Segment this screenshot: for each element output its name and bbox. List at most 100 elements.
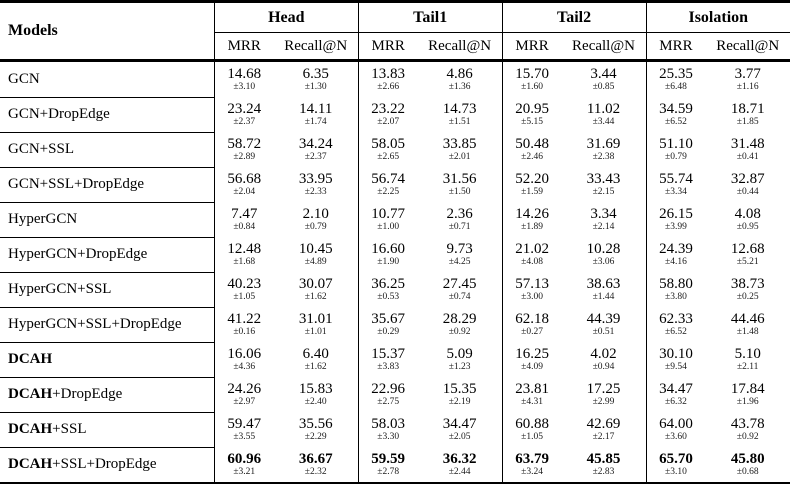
metric-cell: 16.60 ±1.90: [357, 237, 418, 272]
metric-cell: 23.22 ±2.07: [357, 97, 418, 132]
metric-cell: 14.11 ±1.74: [274, 97, 359, 132]
group-header-isolation: Isolation: [645, 1, 790, 33]
table-row: DCAH 16.06 ±4.36 6.40 ±1.62 15.37 ±3.83 5.09 ±1.…: [0, 342, 790, 378]
metric-value: 3.44: [590, 66, 617, 82]
metric-cell: 45.80 ±0.68: [705, 447, 790, 484]
metric-std: ±2.14: [592, 222, 615, 232]
metric-cell: 31.48 ±0.41: [705, 132, 790, 167]
metric-std: ±2.01: [448, 152, 471, 162]
metric-cell: 11.02 ±3.44: [562, 97, 647, 132]
model-name-rest-part: HyperGCN: [8, 211, 78, 227]
metric-value: 3.34: [590, 206, 617, 222]
metric-cell: 12.68 ±5.21: [705, 237, 790, 272]
metric-value: 34.59: [659, 101, 693, 117]
metric-cell: 41.22 ±0.16: [213, 307, 274, 342]
metric-value: 31.48: [730, 136, 765, 152]
metric-cell: 4.08 ±0.95: [705, 202, 790, 237]
metric-std: ±3.10: [233, 82, 256, 92]
metric-std: ±3.24: [521, 467, 543, 477]
metric-cell: 44.39 ±0.51: [562, 307, 647, 342]
metric-cell: 24.39 ±4.16: [645, 237, 706, 272]
metric-cell: 9.73 ±4.25: [418, 237, 503, 272]
metric-value: 5.09: [446, 346, 473, 362]
metric-cell: 4.86 ±1.36: [418, 61, 503, 98]
metric-value: 43.78: [730, 416, 765, 432]
metric-cell: 15.83 ±2.40: [274, 377, 359, 412]
metric-std: ±3.83: [377, 362, 400, 372]
metric-value: 14.11: [299, 101, 333, 117]
metric-cell: 28.29 ±0.92: [418, 307, 503, 342]
model-name-bold-part: DCAH: [8, 421, 53, 437]
subheader-tail2-mrr: MRR: [501, 32, 562, 62]
metric-value: 25.35: [659, 66, 693, 82]
metric-cell: 15.37 ±3.83: [357, 342, 418, 377]
metric-cell: 6.35 ±1.30: [274, 61, 359, 98]
metric-cell: 33.85 ±2.01: [418, 132, 503, 167]
metric-cell: 17.25 ±2.99: [562, 377, 647, 412]
metric-cell: 60.88 ±1.05: [501, 412, 562, 447]
metric-cell: 30.10 ±9.54: [645, 342, 706, 377]
metric-value: 56.74: [371, 171, 406, 187]
metric-value: 17.25: [586, 381, 621, 397]
metric-std: ±2.37: [233, 117, 256, 127]
metric-std: ±1.85: [736, 117, 759, 127]
metric-std: ±0.25: [736, 292, 759, 302]
metric-cell: 14.73 ±1.51: [418, 97, 503, 132]
metric-cell: 36.67 ±2.32: [274, 447, 359, 484]
metric-cell: 42.69 ±2.17: [562, 412, 647, 447]
model-name-rest-part: HyperGCN+SSL: [8, 281, 112, 297]
metric-cell: 64.00 ±3.60: [645, 412, 706, 447]
metric-cell: 15.35 ±2.19: [418, 377, 503, 412]
metric-cell: 2.36 ±0.71: [418, 202, 503, 237]
metric-std: ±4.31: [521, 397, 543, 407]
metric-cell: 52.20 ±1.59: [501, 167, 562, 202]
metric-std: ±1.62: [304, 362, 327, 372]
metric-cell: 58.80 ±3.80: [645, 272, 706, 307]
metric-std: ±1.51: [448, 117, 471, 127]
metric-value: 36.32: [442, 451, 477, 467]
metric-value: 21.02: [515, 241, 549, 257]
metric-cell: 22.96 ±2.75: [357, 377, 418, 412]
metric-value: 58.03: [371, 416, 406, 432]
metric-value: 60.96: [227, 451, 262, 467]
metric-std: ±2.65: [377, 152, 400, 162]
metric-cell: 55.74 ±3.34: [645, 167, 706, 202]
metric-std: ±1.74: [304, 117, 327, 127]
metric-value: 11.02: [586, 101, 621, 117]
metric-cell: 4.02 ±0.94: [562, 342, 647, 377]
metric-value: 45.85: [586, 451, 621, 467]
metric-value: 38.73: [730, 276, 765, 292]
metric-cell: 51.10 ±0.79: [645, 132, 706, 167]
metric-std: ±1.90: [377, 257, 400, 267]
metric-value: 6.40: [302, 346, 329, 362]
metric-value: 28.29: [442, 311, 477, 327]
metric-value: 14.73: [442, 101, 477, 117]
metric-value: 15.83: [298, 381, 333, 397]
metric-cell: 58.72 ±2.89: [213, 132, 274, 167]
metric-std: ±0.79: [304, 222, 327, 232]
metric-std: ±3.55: [233, 432, 256, 442]
metric-cell: 57.13 ±3.00: [501, 272, 562, 307]
model-name-cell: DCAH+SSL: [0, 412, 215, 448]
metric-cell: 7.47 ±0.84: [213, 202, 274, 237]
metric-std: ±0.29: [377, 327, 400, 337]
model-name-cell: HyperGCN+SSL+DropEdge: [0, 307, 215, 343]
metric-cell: 40.23 ±1.05: [213, 272, 274, 307]
metric-std: ±2.83: [592, 467, 615, 477]
metric-value: 57.13: [515, 276, 549, 292]
group-header-tail1: Tail1: [357, 1, 503, 33]
group-header-row: Models Head Tail1 Tail2 Isolation: [0, 1, 790, 62]
metric-value: 33.43: [586, 171, 621, 187]
metric-cell: 58.03 ±3.30: [357, 412, 418, 447]
metric-cell: 21.02 ±4.08: [501, 237, 562, 272]
table-body: GCN 14.68 ±3.10 6.35 ±1.30 13.83 ±2.66 4.86 ±1.3…: [0, 60, 790, 484]
metric-cell: 50.48 ±2.46: [501, 132, 562, 167]
metric-std: ±1.23: [448, 362, 471, 372]
table-row: GCN 14.68 ±3.10 6.35 ±1.30 13.83 ±2.66 4.86 ±1.3…: [0, 60, 790, 98]
metric-value: 34.47: [442, 416, 477, 432]
metric-cell: 36.25 ±0.53: [357, 272, 418, 307]
metric-cell: 27.45 ±0.74: [418, 272, 503, 307]
metric-std: ±0.92: [736, 432, 759, 442]
metric-std: ±2.37: [304, 152, 327, 162]
metric-value: 34.47: [659, 381, 693, 397]
